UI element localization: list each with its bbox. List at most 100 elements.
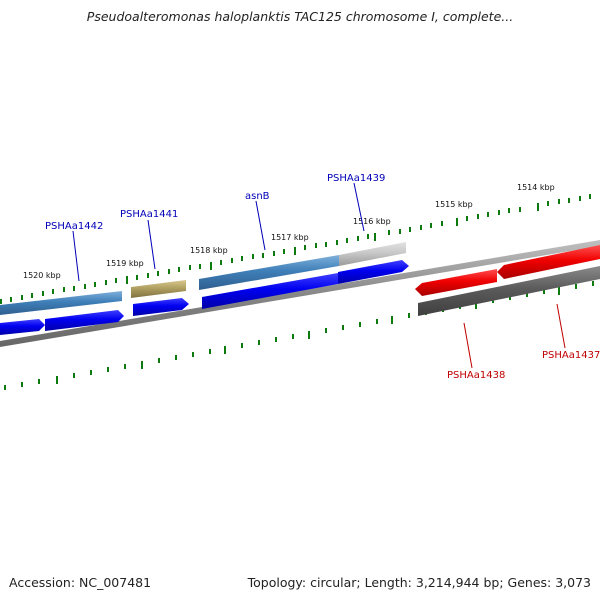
- outer-tick-minor-20: [231, 258, 233, 263]
- inner-tick-minor-8: [175, 355, 177, 360]
- cds-arrow-psha1442-left: [0, 319, 45, 335]
- outer-tick-minor-15: [168, 269, 170, 274]
- outer-tick-minor-42: [498, 210, 500, 215]
- inner-tick-minor-4: [90, 370, 92, 375]
- outer-tick-major-5: [537, 203, 539, 211]
- inner-tick-minor-28: [592, 281, 594, 286]
- scale-label-1519: 1519 kbp: [106, 259, 144, 268]
- outer-tick-minor-35: [409, 227, 411, 232]
- outer-tick-minor-44: [519, 207, 521, 212]
- cds-arrow-psha1437: [497, 245, 600, 279]
- feature-block-psha1439: [339, 242, 406, 266]
- inner-tick-minor-25: [526, 292, 528, 297]
- inner-tick-minor-19: [408, 313, 410, 318]
- inner-tick-major-1: [141, 361, 143, 369]
- outer-tick-minor-22: [252, 254, 254, 259]
- inner-tick-minor-2: [38, 379, 40, 384]
- outer-tick-minor-25: [283, 249, 285, 254]
- inner-tick-minor-7: [158, 358, 160, 363]
- feature-block-asnb: [199, 255, 339, 290]
- lower-cds-track: [415, 245, 600, 296]
- outer-tick-minor-14: [157, 271, 159, 276]
- inner-tick-minor-14: [292, 334, 294, 339]
- outer-tick-minor-21: [241, 256, 243, 261]
- scale-label-1517: 1517 kbp: [271, 233, 309, 242]
- scale-label-1514: 1514 kbp: [517, 183, 555, 192]
- outer-tick-minor-37: [430, 223, 432, 228]
- outer-tick-minor-3: [31, 293, 33, 298]
- outer-tick-minor-38: [441, 221, 443, 226]
- inner-tick-minor-6: [124, 364, 126, 369]
- scale-label-1520: 1520 kbp: [23, 271, 61, 280]
- inner-tick-major-5: [475, 301, 477, 309]
- callout-asnb: [255, 200, 266, 251]
- inner-tick-major-3: [308, 331, 310, 339]
- outer-tick-major-3: [374, 233, 376, 241]
- inner-tick-minor-10: [209, 349, 211, 354]
- lower-gene-callouts: [463, 303, 566, 369]
- inner-tick-major-6: [558, 287, 560, 295]
- outer-tick-minor-8: [84, 284, 86, 289]
- outer-tick-minor-13: [147, 273, 149, 278]
- callout-psha1442: [72, 230, 80, 282]
- feature-block-psha1441: [131, 280, 186, 298]
- outer-tick-minor-39: [466, 216, 468, 221]
- inner-tick-minor-3: [73, 373, 75, 378]
- inner-tick-minor-13: [275, 337, 277, 342]
- callout-psha1438: [463, 322, 473, 369]
- scale-label-1516: 1516 kbp: [353, 217, 391, 226]
- outer-tick-minor-16: [178, 267, 180, 272]
- outer-tick-minor-12: [136, 275, 138, 280]
- lower-feature-track: [418, 266, 600, 316]
- cds-arrow-psha1442-right: [45, 310, 124, 331]
- upper-gene-labels: PSHAa1442 PSHAa1441 asnB PSHAa1439: [45, 173, 385, 232]
- outer-tick-minor-43: [508, 208, 510, 213]
- outer-tick-minor-46: [558, 199, 560, 204]
- outer-scale-labels: 1520 kbp 1519 kbp 1518 kbp 1517 kbp 1516…: [23, 183, 555, 280]
- outer-tick-minor-47: [568, 198, 570, 203]
- inner-tick-minor-18: [376, 319, 378, 324]
- inner-tick-minor-5: [107, 367, 109, 372]
- inner-tick-minor-24: [509, 295, 511, 300]
- inner-ticks: [4, 281, 594, 390]
- outer-tick-minor-5: [52, 289, 54, 294]
- outer-tick-minor-28: [325, 242, 327, 247]
- outer-tick-minor-29: [336, 240, 338, 245]
- outer-tick-minor-45: [547, 201, 549, 206]
- outer-tick-minor-4: [42, 291, 44, 296]
- outer-tick-minor-40: [477, 214, 479, 219]
- feature-block-lower: [418, 266, 600, 316]
- inner-tick-minor-12: [258, 340, 260, 345]
- cds-arrow-asnb: [202, 273, 338, 309]
- inner-tick-minor-26: [543, 289, 545, 294]
- inner-tick-minor-0: [4, 385, 6, 390]
- outer-tick-minor-31: [357, 236, 359, 241]
- gene-label-psha1437[interactable]: PSHAa1437: [542, 350, 600, 361]
- callout-psha1437: [556, 303, 566, 349]
- gene-label-psha1441[interactable]: PSHAa1441: [120, 209, 178, 220]
- inner-tick-minor-11: [241, 343, 243, 348]
- outer-tick-minor-32: [367, 234, 369, 239]
- inner-tick-minor-16: [342, 325, 344, 330]
- outer-tick-minor-24: [273, 251, 275, 256]
- outer-tick-major-2: [294, 247, 296, 255]
- outer-tick-major-4: [456, 218, 458, 226]
- gene-label-psha1438[interactable]: PSHAa1438: [447, 370, 505, 381]
- cds-arrow-psha1438: [415, 269, 497, 296]
- outer-tick-minor-23: [262, 253, 264, 258]
- gene-label-asnb[interactable]: asnB: [245, 191, 270, 202]
- gene-label-psha1439[interactable]: PSHAa1439: [327, 173, 385, 184]
- callout-psha1439: [353, 182, 365, 232]
- outer-tick-major-0: [126, 276, 128, 284]
- outer-tick-minor-36: [420, 225, 422, 230]
- outer-tick-minor-7: [73, 286, 75, 291]
- inner-tick-minor-15: [325, 328, 327, 333]
- gene-label-psha1442[interactable]: PSHAa1442: [45, 221, 103, 232]
- outer-tick-minor-9: [94, 282, 96, 287]
- outer-tick-minor-6: [63, 287, 65, 292]
- scale-label-1518: 1518 kbp: [190, 246, 228, 255]
- outer-tick-minor-48: [579, 196, 581, 201]
- outer-tick-minor-33: [388, 230, 390, 235]
